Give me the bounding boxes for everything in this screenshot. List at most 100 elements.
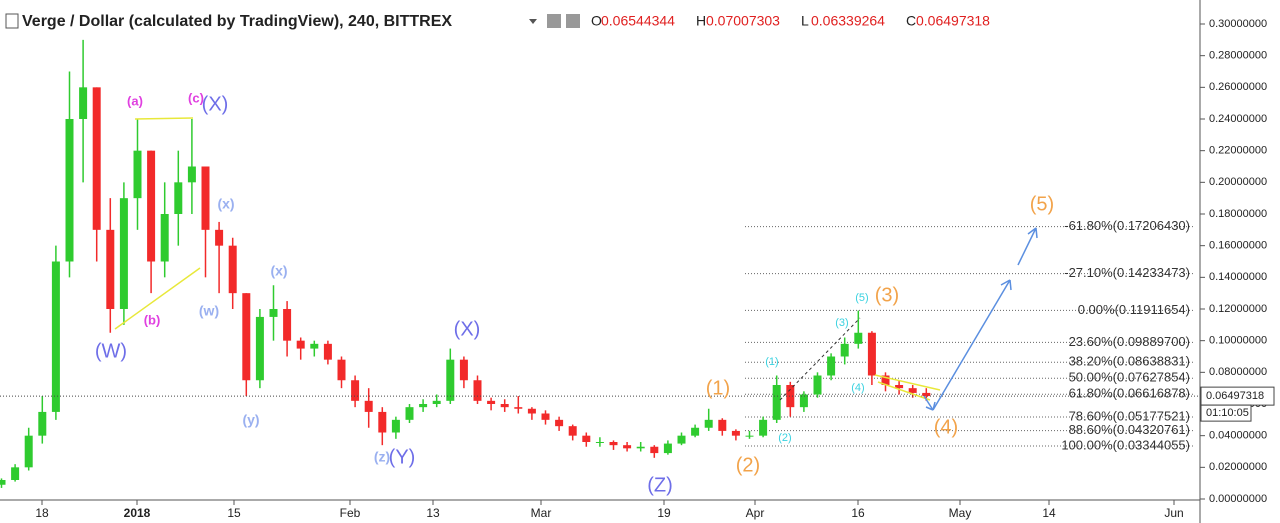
candle-body <box>786 385 795 408</box>
wave-label: (y) <box>242 412 259 428</box>
x-tick-label: 15 <box>227 506 241 520</box>
wave-label: (w) <box>199 303 219 319</box>
candle-body <box>691 427 700 436</box>
wave-label: (b) <box>144 312 161 327</box>
ohlc-value: 0.06497318 <box>916 13 990 29</box>
candle-body <box>867 332 876 376</box>
chart-title: Verge / Dollar (calculated by TradingVie… <box>22 13 452 30</box>
ohlc-label: L <box>801 13 809 29</box>
candle-body <box>895 385 904 389</box>
candle-body <box>323 343 332 360</box>
candle-body <box>650 446 659 454</box>
fib-label: -27.10%(0.14233473) <box>1064 265 1190 280</box>
arrow-head <box>1027 227 1038 239</box>
x-tick-label: Mar <box>531 506 552 520</box>
wave-label: (1) <box>706 377 730 399</box>
candle-body <box>133 150 142 199</box>
candle-body <box>568 426 577 436</box>
candle-body <box>459 359 468 381</box>
x-tick-label: 19 <box>657 506 671 520</box>
drawing-line <box>134 117 194 120</box>
x-tick-label: 14 <box>1042 506 1056 520</box>
countdown-label: 01:10:05 <box>1206 407 1249 419</box>
candle-body <box>500 404 509 408</box>
settings-icon[interactable] <box>566 14 580 28</box>
settings-icon[interactable] <box>547 14 561 28</box>
y-tick-label: 0.14000000 <box>1209 271 1267 283</box>
candle-body <box>718 419 727 431</box>
wave-label: (W) <box>95 340 127 362</box>
wave-label: (c) <box>188 90 204 105</box>
candle-body <box>215 229 224 246</box>
candle-body <box>269 309 278 317</box>
candle-body <box>65 119 74 262</box>
fib-label: 100.00%(0.03344055) <box>1061 437 1190 452</box>
wave-label: (5) <box>855 292 868 304</box>
candle-body <box>11 467 20 480</box>
candle-body <box>119 198 128 309</box>
y-tick-label: 0.16000000 <box>1209 240 1267 252</box>
candle-body <box>922 392 931 397</box>
y-tick-label: 0.20000000 <box>1209 176 1267 188</box>
drawing-line <box>932 279 1011 411</box>
drawing-line <box>874 374 941 391</box>
candle-body <box>419 404 428 408</box>
candle-body <box>759 419 768 436</box>
candle-body <box>296 340 305 349</box>
candle-body <box>201 166 210 230</box>
candle-body <box>555 419 564 427</box>
wave-label: (4) <box>851 382 864 394</box>
y-tick-label: 0.26000000 <box>1209 81 1267 93</box>
candle-body <box>881 375 890 385</box>
candle-body <box>745 435 754 437</box>
drawing-line <box>779 317 861 401</box>
wave-label: (z) <box>374 449 390 465</box>
dropdown-icon[interactable] <box>529 19 537 24</box>
countdown-box <box>1200 404 1252 422</box>
last-price-label: 0.06497318 <box>1206 390 1264 402</box>
candle-body <box>487 400 496 404</box>
y-tick-label: 0.08000000 <box>1209 366 1267 378</box>
candle-body <box>446 359 455 401</box>
wave-label: (Z) <box>647 474 673 496</box>
candle-body <box>854 332 863 344</box>
wave-label: (3) <box>835 317 848 329</box>
candle-body <box>38 411 47 436</box>
x-tick-label: May <box>949 506 972 520</box>
y-tick-label: 0.12000000 <box>1209 303 1267 315</box>
candle-body <box>595 442 604 443</box>
candle-body <box>527 408 536 414</box>
menu-icon[interactable] <box>5 13 19 29</box>
candle-body <box>663 443 672 454</box>
y-tick-label: 0.24000000 <box>1209 113 1267 125</box>
fib-label: 0.00%(0.11911654) <box>1078 302 1190 317</box>
drawing-line <box>877 381 931 401</box>
candle-body <box>364 400 373 412</box>
fib-label: 78.60%(0.05177521) <box>1069 408 1190 423</box>
candle-body <box>541 413 550 420</box>
ohlc-label: O <box>591 13 602 29</box>
candle-body <box>405 407 414 420</box>
wave-label: (Y) <box>389 446 416 468</box>
x-tick-label: 2018 <box>124 506 151 520</box>
candle-body <box>242 293 251 381</box>
y-tick-label: 0.28000000 <box>1209 50 1267 62</box>
fib-label: 88.60%(0.04320761) <box>1069 422 1190 437</box>
y-tick-label: 0.00000000 <box>1209 493 1267 505</box>
x-tick-label: Feb <box>340 506 361 520</box>
ohlc-value: 0.06339264 <box>811 13 885 29</box>
y-tick-label: 0.30000000 <box>1209 18 1267 30</box>
x-tick-label: Jun <box>1164 506 1183 520</box>
wave-label: (a) <box>127 93 143 108</box>
x-tick-label: 13 <box>426 506 440 520</box>
ohlc-label: C <box>906 13 916 29</box>
candle-body <box>160 214 169 262</box>
fib-label: -61.80%(0.17206430) <box>1064 218 1190 233</box>
candle-body <box>79 87 88 119</box>
drawing-line <box>1017 227 1037 266</box>
candle-body <box>813 375 822 395</box>
wave-label: (x) <box>217 196 234 212</box>
candle-body <box>731 430 740 436</box>
candle-body <box>283 309 292 341</box>
